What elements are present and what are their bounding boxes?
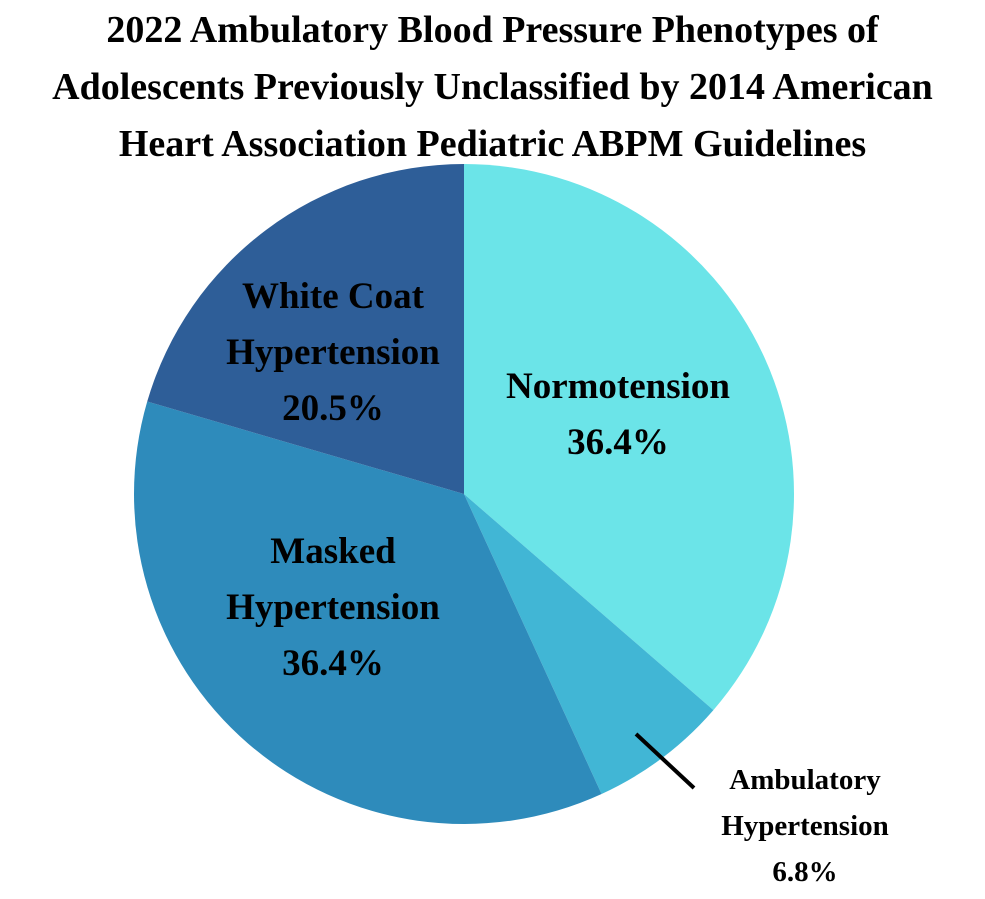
slice-ambulatory-hypertension bbox=[464, 494, 714, 794]
slice-white-coat-hypertension bbox=[147, 164, 464, 494]
slice-value-label: 6.8% bbox=[772, 856, 837, 888]
slice-value-label: 36.4% bbox=[567, 422, 669, 463]
label-masked-hypertension: Masked Hypertension 36.4% bbox=[226, 531, 440, 684]
label-ambulatory-hypertension: Ambulatory Hypertension 6.8% bbox=[721, 764, 889, 888]
pie-slices bbox=[134, 164, 794, 824]
slice-name-label: White Coat bbox=[242, 276, 425, 317]
chart-title-line-2: Adolescents Previously Unclassified by 2… bbox=[52, 66, 933, 108]
slice-name-label: Ambulatory bbox=[729, 764, 881, 796]
slice-name-label: Hypertension bbox=[226, 587, 440, 628]
slice-name-label: Normotension bbox=[506, 366, 730, 407]
slice-masked-hypertension bbox=[134, 401, 602, 824]
slice-name-label: Hypertension bbox=[721, 810, 889, 842]
slice-value-label: 20.5% bbox=[282, 388, 384, 429]
chart-title-line-1: 2022 Ambulatory Blood Pressure Phenotype… bbox=[106, 9, 879, 51]
slice-value-label: 36.4% bbox=[282, 643, 384, 684]
slice-name-label: Masked bbox=[270, 531, 396, 572]
chart-title: 2022 Ambulatory Blood Pressure Phenotype… bbox=[0, 2, 985, 173]
slice-name-label: Hypertension bbox=[226, 332, 440, 373]
chart-title-line-3: Heart Association Pediatric ABPM Guideli… bbox=[118, 123, 867, 165]
label-normotension: Normotension 36.4% bbox=[506, 366, 730, 463]
label-white-coat-hypertension: White Coat Hypertension 20.5% bbox=[226, 276, 440, 429]
leader-line-ambulatory-hypertension bbox=[634, 732, 696, 790]
slice-normotension bbox=[464, 164, 794, 711]
pie-labels: Normotension 36.4% Ambulatory Hypertension 6… bbox=[226, 276, 889, 888]
